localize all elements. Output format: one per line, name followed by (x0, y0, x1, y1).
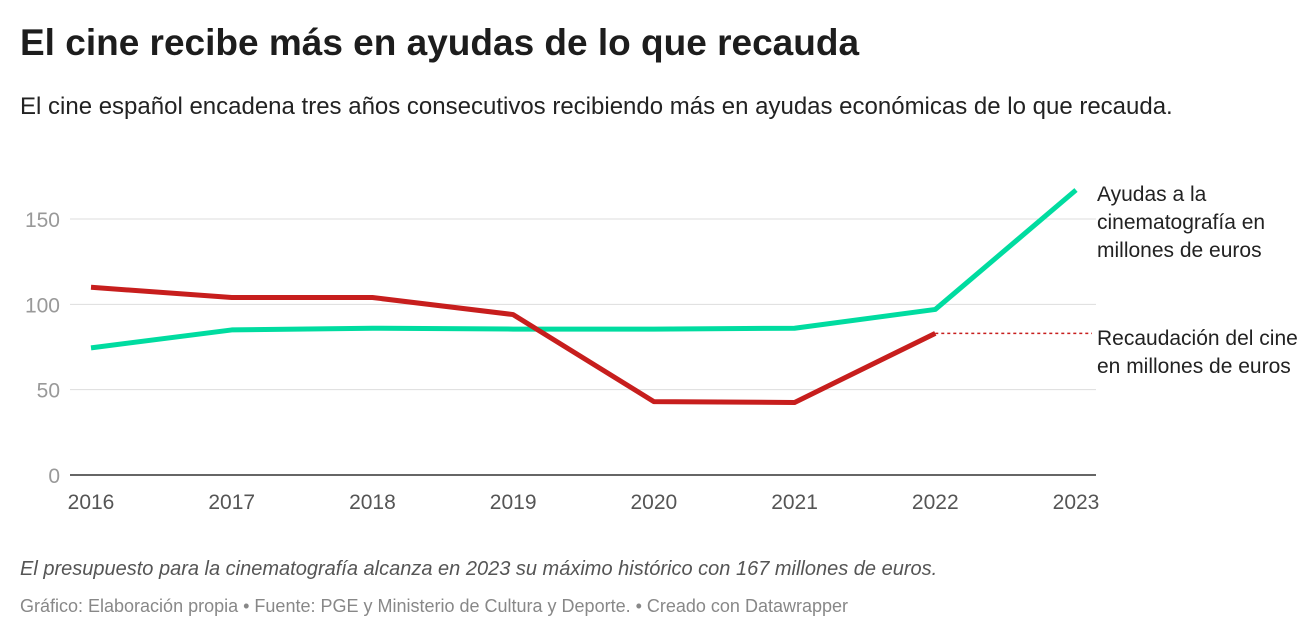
y-tick-label: 150 (25, 209, 60, 232)
series-label-ayudas: Ayudas a la cinematografía en millones d… (1097, 183, 1266, 262)
x-tick-label: 2021 (771, 491, 818, 514)
chart-subtitle: El cine español encadena tres años conse… (20, 93, 1173, 120)
x-tick-label: 2019 (490, 491, 537, 514)
x-tick-label: 2022 (912, 491, 959, 514)
x-tick-label: 2016 (68, 491, 115, 514)
x-tick-label: 2018 (349, 491, 396, 514)
y-tick-label: 0 (48, 465, 60, 488)
x-tick-label: 2023 (1053, 491, 1100, 514)
chart-credits: Gráfico: Elaboración propia • Fuente: PG… (20, 596, 848, 616)
chart-title: El cine recibe más en ayudas de lo que r… (20, 22, 860, 63)
x-tick-label: 2017 (208, 491, 255, 514)
y-tick-label: 100 (25, 294, 60, 317)
series-line-0 (90, 188, 1078, 351)
chart-note: El presupuesto para la cinematografía al… (20, 558, 938, 580)
y-tick-label: 50 (37, 380, 60, 403)
series-label-recaudacion: Recaudación del cine en millones de euro… (1097, 327, 1298, 378)
x-tick-label: 2020 (630, 491, 677, 514)
series-line-1 (90, 284, 937, 405)
